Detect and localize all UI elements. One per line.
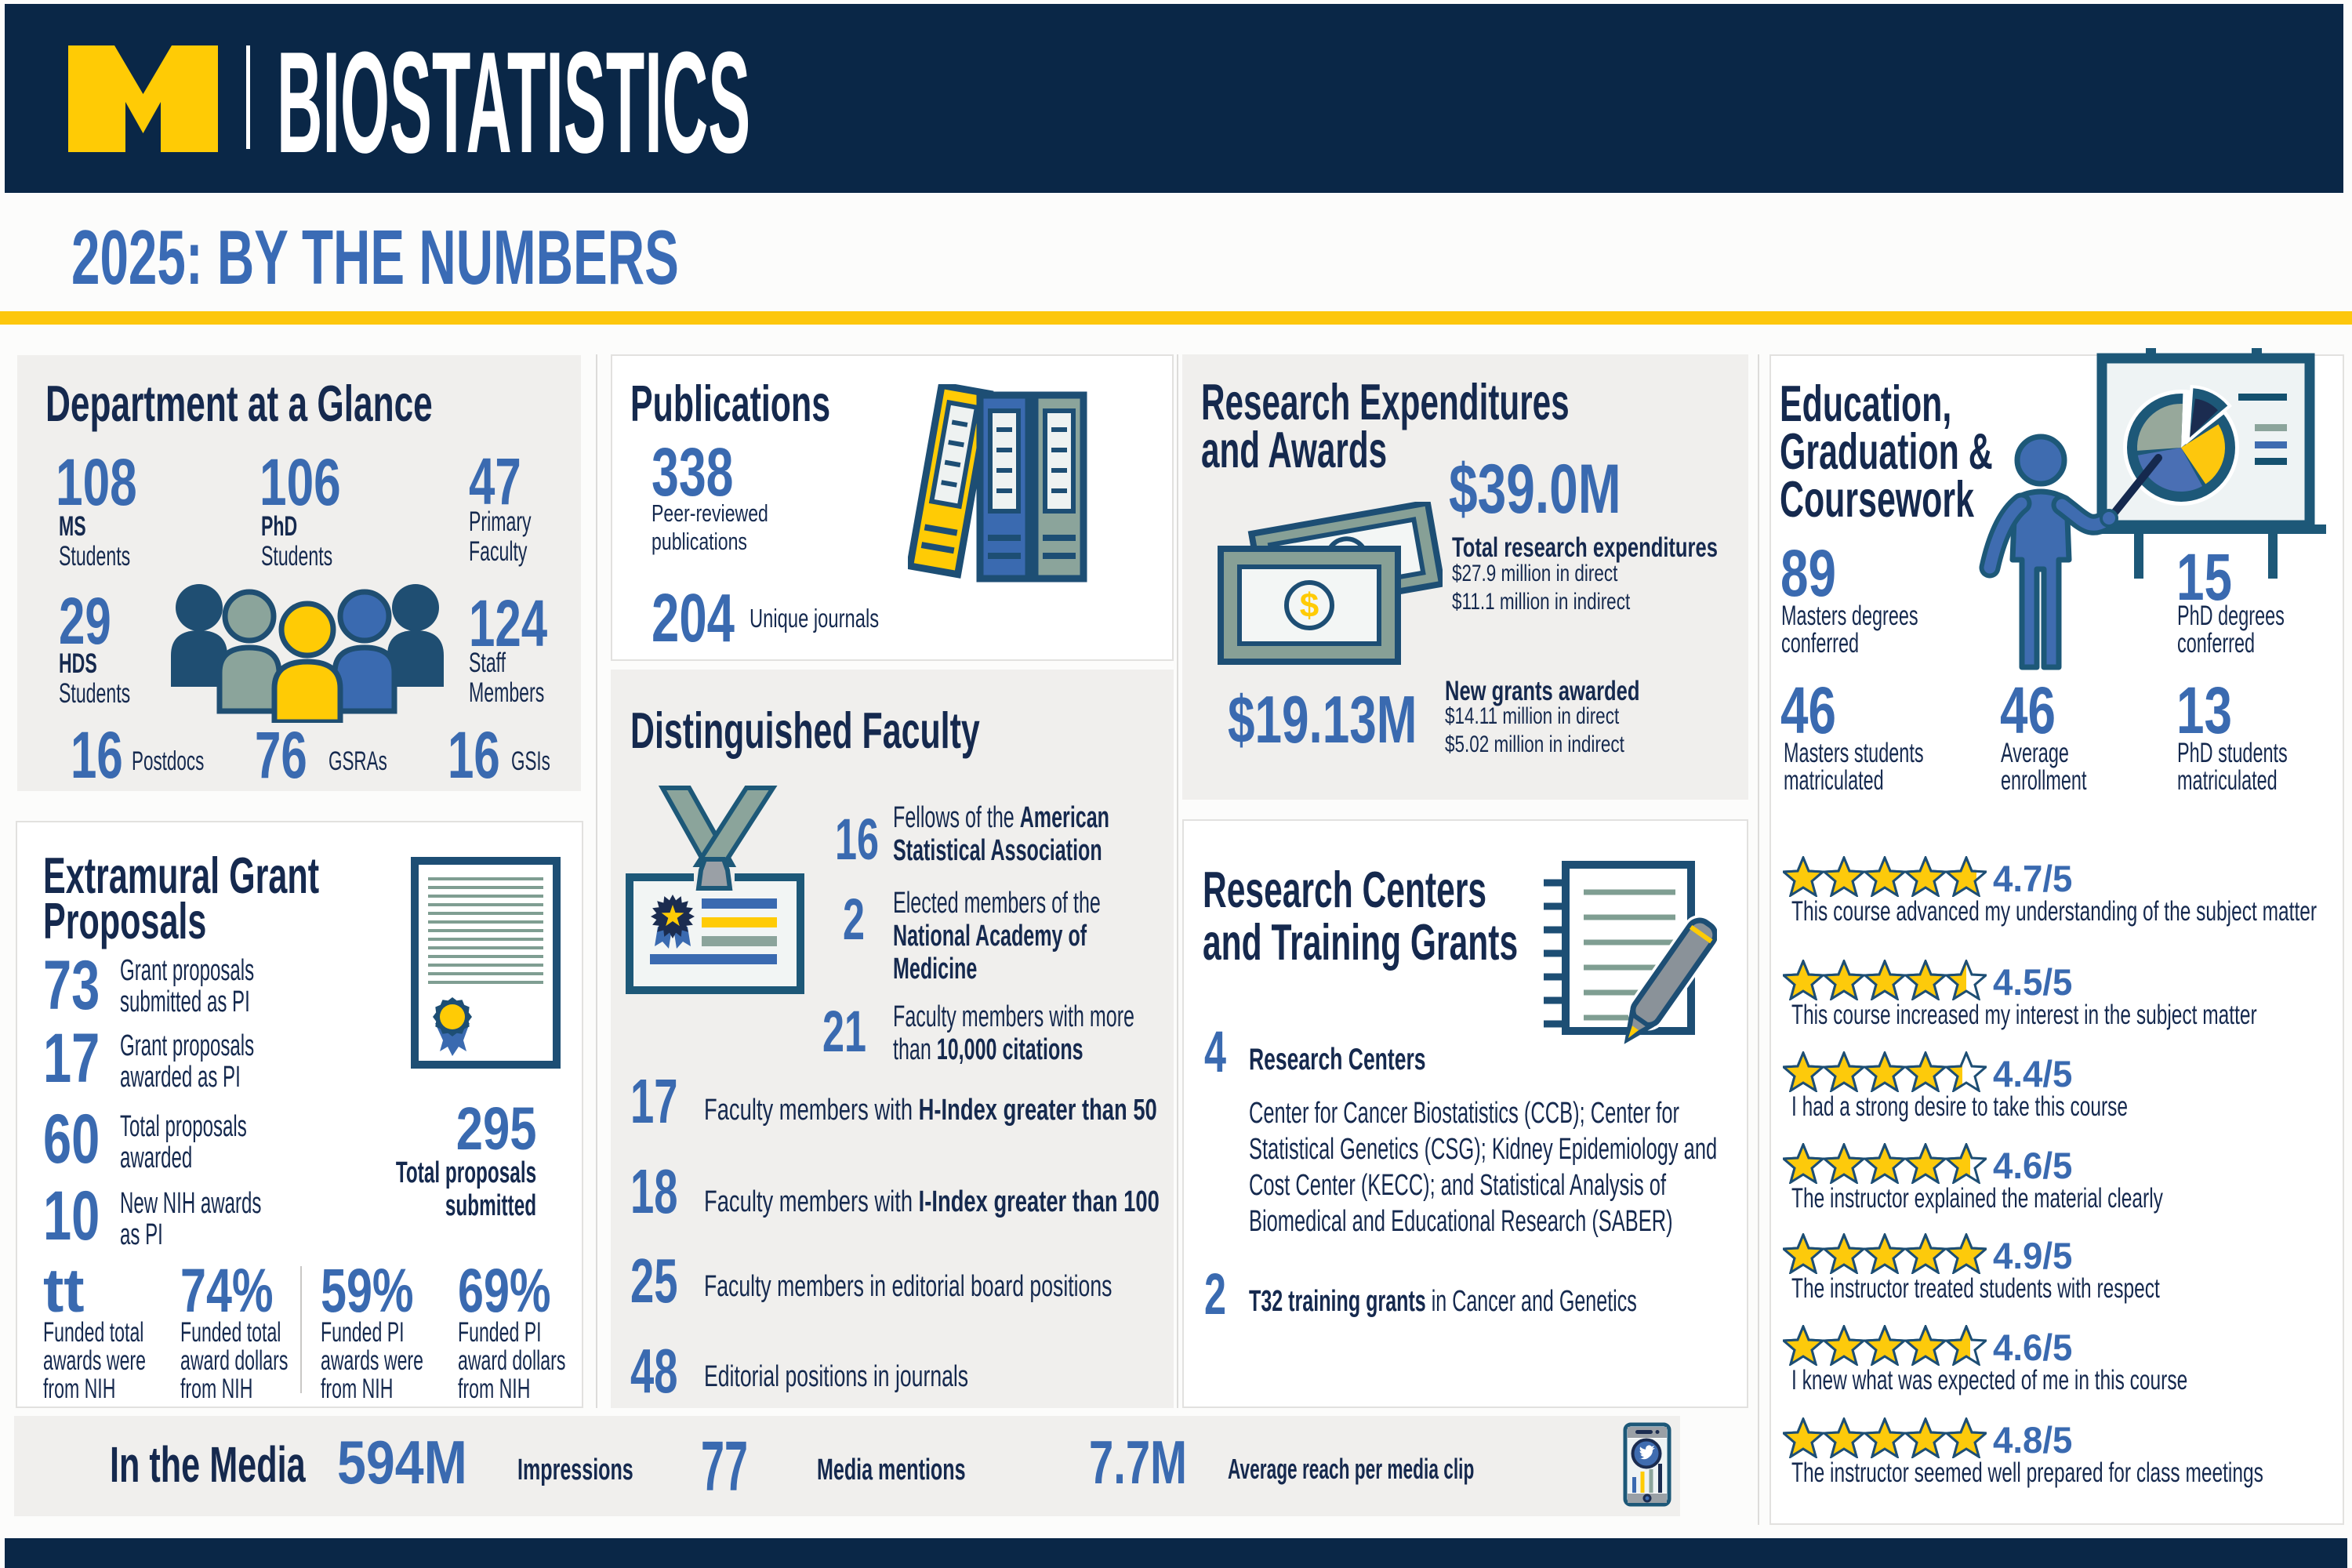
svg-text:$: $ <box>1300 586 1319 625</box>
